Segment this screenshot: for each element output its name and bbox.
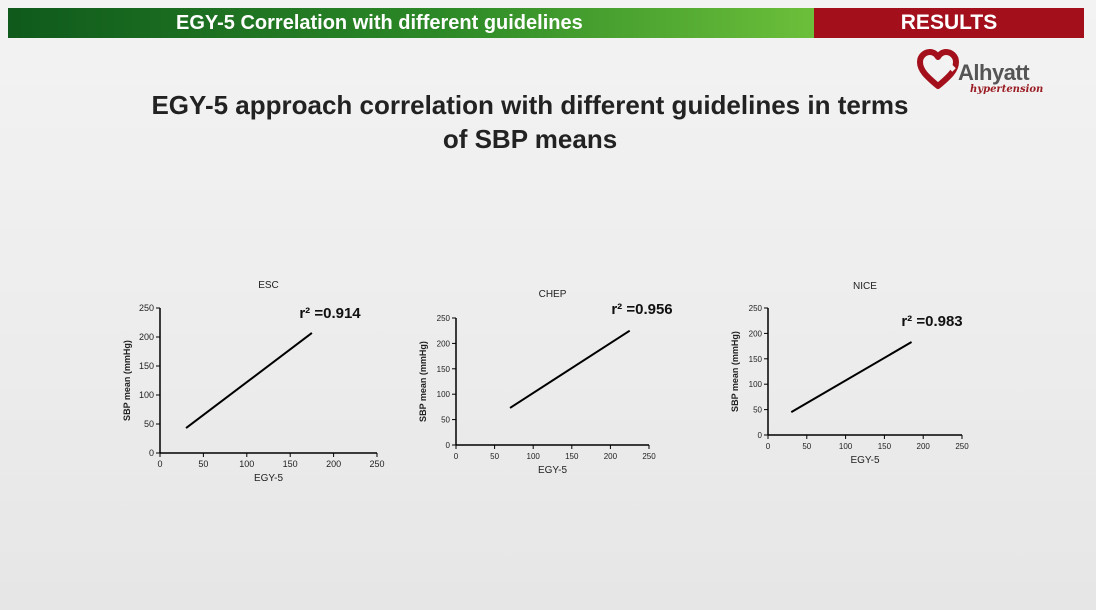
y-tick-label: 200 xyxy=(139,332,154,342)
x-tick-label: 100 xyxy=(527,452,541,461)
regression-line xyxy=(790,341,913,414)
x-tick-label: 250 xyxy=(955,442,969,451)
y-tick-label: 150 xyxy=(139,361,154,371)
y-tick-label: 50 xyxy=(144,419,154,429)
y-tick-label: 0 xyxy=(758,431,763,440)
x-tick-label: 250 xyxy=(642,452,656,461)
y-tick-label: 50 xyxy=(753,406,762,415)
x-tick-label: 150 xyxy=(283,459,298,469)
chart-title: ESC xyxy=(258,280,279,291)
x-tick-label: 200 xyxy=(326,459,341,469)
logo-tagline: hypertension xyxy=(970,84,1044,95)
x-axis-label: EGY-5 xyxy=(850,455,880,466)
y-tick-label: 100 xyxy=(139,390,154,400)
x-tick-label: 100 xyxy=(239,459,254,469)
y-tick-label: 250 xyxy=(749,304,763,313)
x-tick-label: 0 xyxy=(454,452,459,461)
x-axis-label: EGY-5 xyxy=(538,465,568,476)
x-tick-label: 0 xyxy=(157,459,162,469)
x-tick-label: 200 xyxy=(604,452,618,461)
x-tick-label: 200 xyxy=(917,442,931,451)
main-title-line2: of SBP means xyxy=(442,124,618,154)
y-tick-label: 200 xyxy=(749,329,763,338)
regression-line xyxy=(185,332,313,429)
main-title: EGY-5 approach correlation with differen… xyxy=(100,88,960,156)
section-header: EGY-5 Correlation with different guideli… xyxy=(8,8,814,38)
alhyatt-logo: Alhyatt hypertension xyxy=(914,46,1084,100)
y-tick-label: 0 xyxy=(446,441,451,450)
y-tick-label: 100 xyxy=(749,380,763,389)
y-tick-label: 250 xyxy=(139,303,154,313)
x-tick-label: 150 xyxy=(878,442,892,451)
chart-title: NICE xyxy=(853,281,877,292)
y-axis-label: SBP mean (mmHg) xyxy=(730,331,740,412)
r-squared-annotation: r² =0.983 xyxy=(901,313,962,330)
y-tick-label: 150 xyxy=(437,365,451,374)
y-tick-label: 50 xyxy=(441,416,450,425)
y-axis-label: SBP mean (mmHg) xyxy=(122,340,132,421)
x-tick-label: 50 xyxy=(198,459,208,469)
results-tag: RESULTS xyxy=(814,8,1084,38)
y-tick-label: 200 xyxy=(437,339,451,348)
r-squared-annotation: r² =0.914 xyxy=(299,305,361,322)
logo-name: Alhyatt xyxy=(958,60,1030,85)
r-squared-annotation: r² =0.956 xyxy=(611,301,672,318)
y-tick-label: 250 xyxy=(437,314,451,323)
x-tick-label: 50 xyxy=(490,452,499,461)
y-axis-label: SBP mean (mmHg) xyxy=(418,341,428,422)
x-tick-label: 150 xyxy=(565,452,579,461)
x-tick-label: 250 xyxy=(369,459,384,469)
x-axis-label: EGY-5 xyxy=(254,473,284,484)
regression-line xyxy=(509,329,631,409)
y-tick-label: 150 xyxy=(749,355,763,364)
y-tick-label: 100 xyxy=(437,390,451,399)
x-tick-label: 100 xyxy=(839,442,853,451)
y-tick-label: 0 xyxy=(149,448,154,458)
x-tick-label: 50 xyxy=(802,442,811,451)
x-tick-label: 0 xyxy=(766,442,771,451)
chart-title: CHEP xyxy=(539,289,567,300)
main-title-line1: EGY-5 approach correlation with differen… xyxy=(151,90,909,120)
heart-icon xyxy=(917,49,959,89)
